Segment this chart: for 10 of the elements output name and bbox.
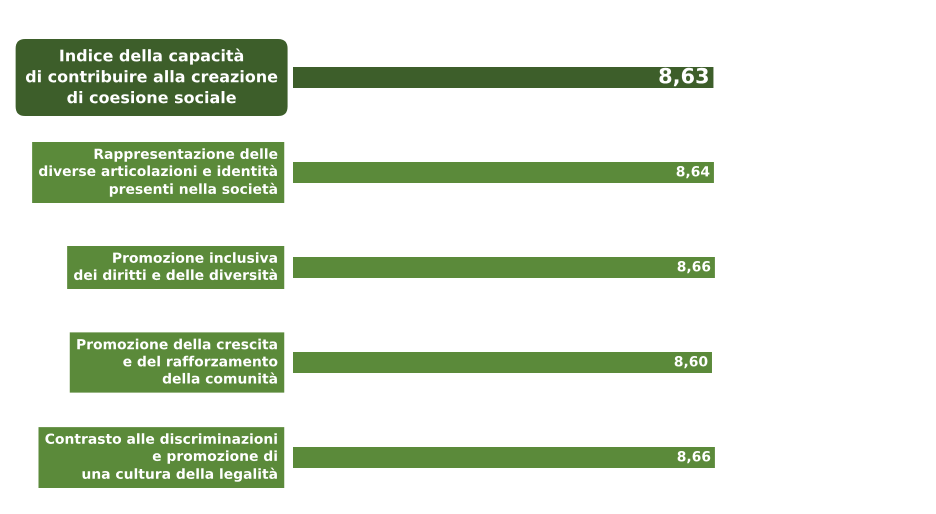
y-tick-label: Rappresentazione delle diverse articolazioni e identità presenti nella società [39, 148, 278, 197]
data-label: 8,63 [659, 68, 708, 86]
y-tick-label: Promozione inclusiva dei diritti e delle diversità [74, 252, 277, 280]
y-tick-label: Indice della capacità di contribuire alla creazione di coesione sociale [26, 48, 278, 104]
data-label: 8,60 [674, 356, 708, 368]
data-label: 8,64 [676, 166, 710, 178]
data-label: 8,66 [678, 261, 710, 274]
y-tick-label: Contrasto alle discriminazioni e promozione di una cultura della legalità [45, 433, 277, 482]
data-label: 8,66 [678, 451, 710, 464]
y-tick-label: Promozione della crescita e del rafforzamento della comunità [77, 338, 278, 384]
